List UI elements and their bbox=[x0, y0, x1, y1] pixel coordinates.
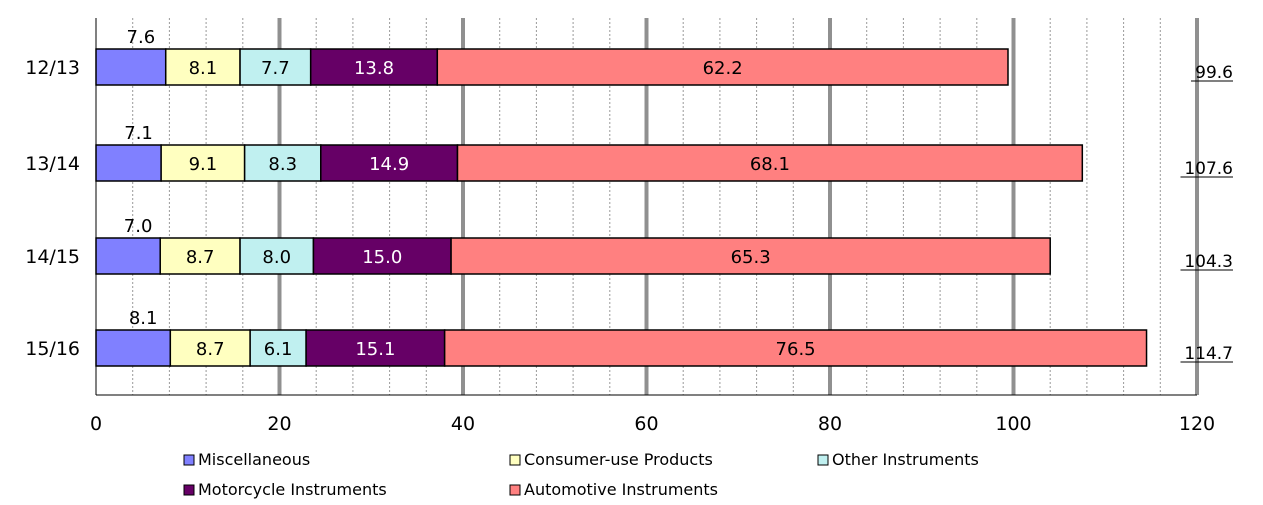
bar-segment bbox=[305, 329, 446, 367]
total-label: 114.7 bbox=[1184, 344, 1233, 364]
total-label: 104.3 bbox=[1184, 252, 1233, 272]
category-label: 14/15 bbox=[25, 246, 80, 268]
data-label: 8.3 bbox=[268, 154, 297, 175]
x-tick-label: 20 bbox=[267, 413, 291, 435]
bars bbox=[95, 48, 1148, 367]
legend: Miscellaneous Consumer-use Products Other … bbox=[183, 450, 979, 499]
legend-swatch bbox=[509, 484, 521, 496]
data-label: 68.1 bbox=[750, 154, 790, 175]
bar-segment bbox=[309, 48, 439, 86]
legend-swatch bbox=[183, 484, 195, 496]
bar-segment bbox=[95, 329, 172, 367]
data-label: 8.0 bbox=[262, 247, 291, 268]
x-tick-label: 100 bbox=[995, 413, 1031, 435]
category-label: 12/13 bbox=[25, 57, 80, 79]
data-label: 62.2 bbox=[703, 58, 743, 79]
data-label: 8.1 bbox=[189, 58, 218, 79]
bar-segment bbox=[95, 237, 161, 275]
data-label: 7.1 bbox=[124, 123, 153, 144]
category-label: 15/16 bbox=[25, 338, 80, 360]
x-tick-label: 60 bbox=[634, 413, 658, 435]
data-label: 15.1 bbox=[355, 339, 395, 360]
legend-label: Consumer-use Products bbox=[524, 450, 713, 469]
legend-swatch bbox=[817, 454, 829, 466]
bar-segment bbox=[450, 237, 1051, 275]
category-label: 13/14 bbox=[25, 153, 80, 175]
data-label: 7.7 bbox=[261, 58, 290, 79]
data-label: 14.9 bbox=[369, 154, 409, 175]
bar-segment bbox=[243, 144, 322, 182]
data-label: 65.3 bbox=[731, 247, 771, 268]
totals: 99.6 107.6 104.3 114.7 bbox=[1180, 63, 1233, 364]
legend-label: Motorcycle Instruments bbox=[198, 480, 387, 499]
data-label: 76.5 bbox=[776, 339, 816, 360]
data-label: 6.1 bbox=[264, 339, 293, 360]
bar-segment bbox=[95, 48, 167, 86]
data-label: 8.7 bbox=[196, 339, 225, 360]
legend-swatch bbox=[183, 454, 195, 466]
bar-segment bbox=[436, 48, 1009, 86]
bar-segment bbox=[312, 237, 452, 275]
bar-segment bbox=[456, 144, 1084, 182]
data-label: 8.7 bbox=[186, 247, 215, 268]
bar-segment bbox=[95, 144, 162, 182]
data-label: 9.1 bbox=[189, 154, 218, 175]
x-tick-label: 120 bbox=[1179, 413, 1215, 435]
legend-label: Other Instruments bbox=[832, 450, 979, 469]
x-tick-label: 80 bbox=[818, 413, 842, 435]
bar-segment bbox=[320, 144, 459, 182]
x-tick-label: 0 bbox=[90, 413, 102, 435]
total-label: 99.6 bbox=[1195, 63, 1233, 83]
bar-segment bbox=[443, 329, 1148, 367]
legend-label: Automotive Instruments bbox=[524, 480, 718, 499]
data-label: 15.0 bbox=[362, 247, 402, 268]
legend-swatch bbox=[509, 454, 521, 466]
total-label: 107.6 bbox=[1184, 159, 1233, 179]
axes: 0 20 40 60 80 100 120 12/13 13/14 14/15 15/16 bbox=[25, 18, 1215, 435]
data-label: 7.6 bbox=[127, 27, 156, 48]
data-labels: 7.6 8.1 7.7 13.8 62.2 7.1 9.1 8.3 14.9 68.1 7.0 8.7… bbox=[124, 27, 816, 360]
data-label: 13.8 bbox=[354, 58, 394, 79]
x-tick-label: 40 bbox=[451, 413, 475, 435]
bar-segment bbox=[249, 329, 307, 367]
data-label: 8.1 bbox=[129, 308, 158, 329]
data-label: 7.0 bbox=[124, 216, 153, 237]
legend-label: Miscellaneous bbox=[198, 450, 310, 469]
bar-segment bbox=[160, 144, 246, 182]
